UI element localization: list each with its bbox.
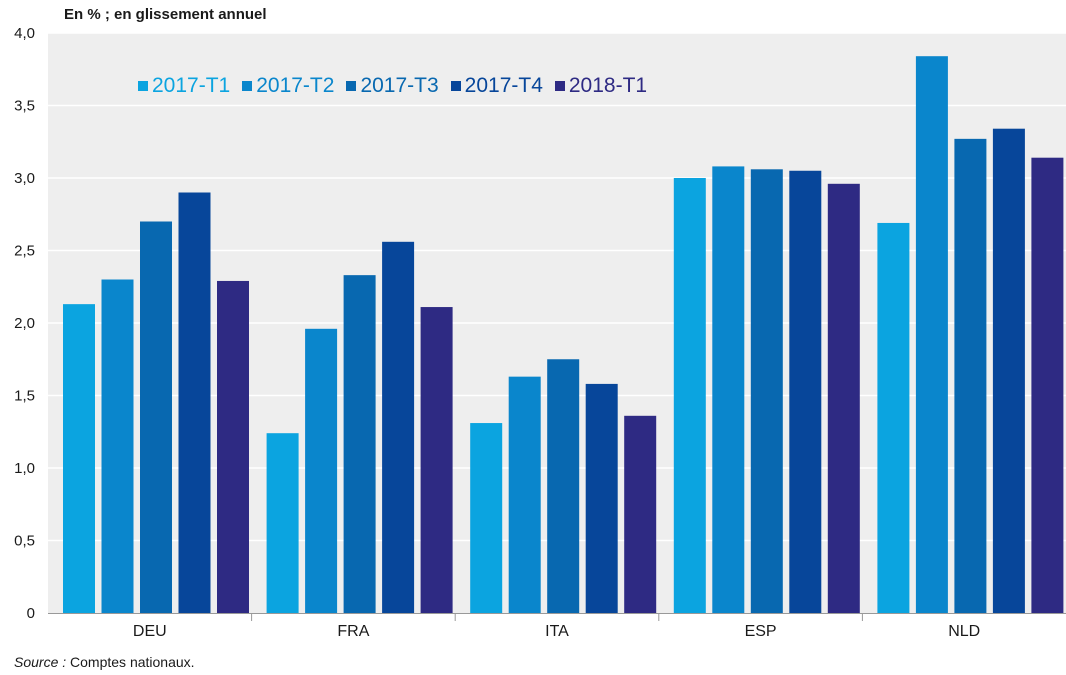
x-category-label: ITA bbox=[545, 623, 569, 640]
x-category-label: FRA bbox=[337, 623, 369, 640]
bar bbox=[382, 241, 415, 614]
legend-swatch bbox=[450, 81, 461, 91]
bar bbox=[624, 415, 657, 613]
bar bbox=[508, 376, 541, 613]
legend-item: 2018-T1 bbox=[554, 74, 648, 98]
bar bbox=[585, 383, 618, 613]
bar bbox=[343, 275, 376, 613]
bar bbox=[266, 433, 299, 613]
chart-legend: 2017-T1 2017-T2 2017-T3 2017-T4 2018-T1 bbox=[138, 74, 659, 98]
bar bbox=[140, 221, 172, 613]
legend-swatch bbox=[242, 81, 253, 91]
bar bbox=[712, 166, 745, 613]
source-prefix: Source : bbox=[14, 654, 67, 670]
x-category-label: NLD bbox=[948, 623, 980, 640]
y-tick-label: 4,0 bbox=[14, 25, 35, 42]
chart-unit-label: En % ; en glissement annuel bbox=[64, 6, 267, 23]
y-tick-label: 1,0 bbox=[14, 460, 35, 477]
y-tick-label: 3,5 bbox=[14, 98, 35, 115]
bar bbox=[470, 423, 503, 613]
bar bbox=[673, 178, 706, 613]
legend-label: 2017-T4 bbox=[464, 74, 543, 97]
y-tick-label: 0,5 bbox=[14, 533, 35, 550]
source-text: Comptes nationaux. bbox=[66, 654, 195, 670]
bar bbox=[877, 222, 910, 613]
bar bbox=[827, 183, 860, 614]
bar bbox=[789, 170, 822, 613]
legend-label: 2017-T1 bbox=[152, 74, 231, 97]
bar bbox=[750, 169, 783, 614]
bar-chart: 0 0,5 1,0 1,5 2,0 2,5 3,0 3,5 4,0 DEU FRA ITA ESP NLD bbox=[14, 25, 1066, 640]
bar bbox=[915, 56, 948, 613]
legend-label: 2018-T1 bbox=[568, 74, 648, 97]
y-tick-label: 3,0 bbox=[14, 170, 35, 187]
legend-swatch bbox=[554, 81, 565, 91]
legend-swatch bbox=[138, 81, 148, 91]
legend-label: 2017-T3 bbox=[360, 74, 439, 97]
legend-item: 2017-T1 bbox=[138, 74, 230, 98]
bar bbox=[992, 128, 1025, 613]
legend-item: 2017-T3 bbox=[346, 74, 439, 98]
y-tick-label: 1,5 bbox=[14, 388, 35, 405]
bar bbox=[217, 280, 249, 613]
bar bbox=[63, 304, 95, 613]
source-note: Source : Comptes nationaux. bbox=[14, 654, 195, 670]
bar bbox=[178, 192, 211, 613]
x-category-label: ESP bbox=[745, 623, 777, 640]
legend-item: 2017-T2 bbox=[242, 74, 334, 98]
bar bbox=[101, 279, 134, 613]
y-tick-label: 0 bbox=[27, 605, 35, 622]
bar bbox=[547, 359, 580, 613]
bar bbox=[305, 328, 338, 613]
legend-label: 2017-T2 bbox=[256, 74, 335, 97]
y-tick-label: 2,5 bbox=[14, 243, 35, 260]
y-tick-label: 2,0 bbox=[14, 315, 35, 332]
legend-swatch bbox=[346, 81, 357, 91]
bar bbox=[954, 138, 987, 613]
x-category-label: DEU bbox=[133, 623, 167, 640]
bar bbox=[420, 307, 453, 613]
legend-item: 2017-T4 bbox=[450, 74, 543, 98]
bar bbox=[1031, 157, 1064, 613]
